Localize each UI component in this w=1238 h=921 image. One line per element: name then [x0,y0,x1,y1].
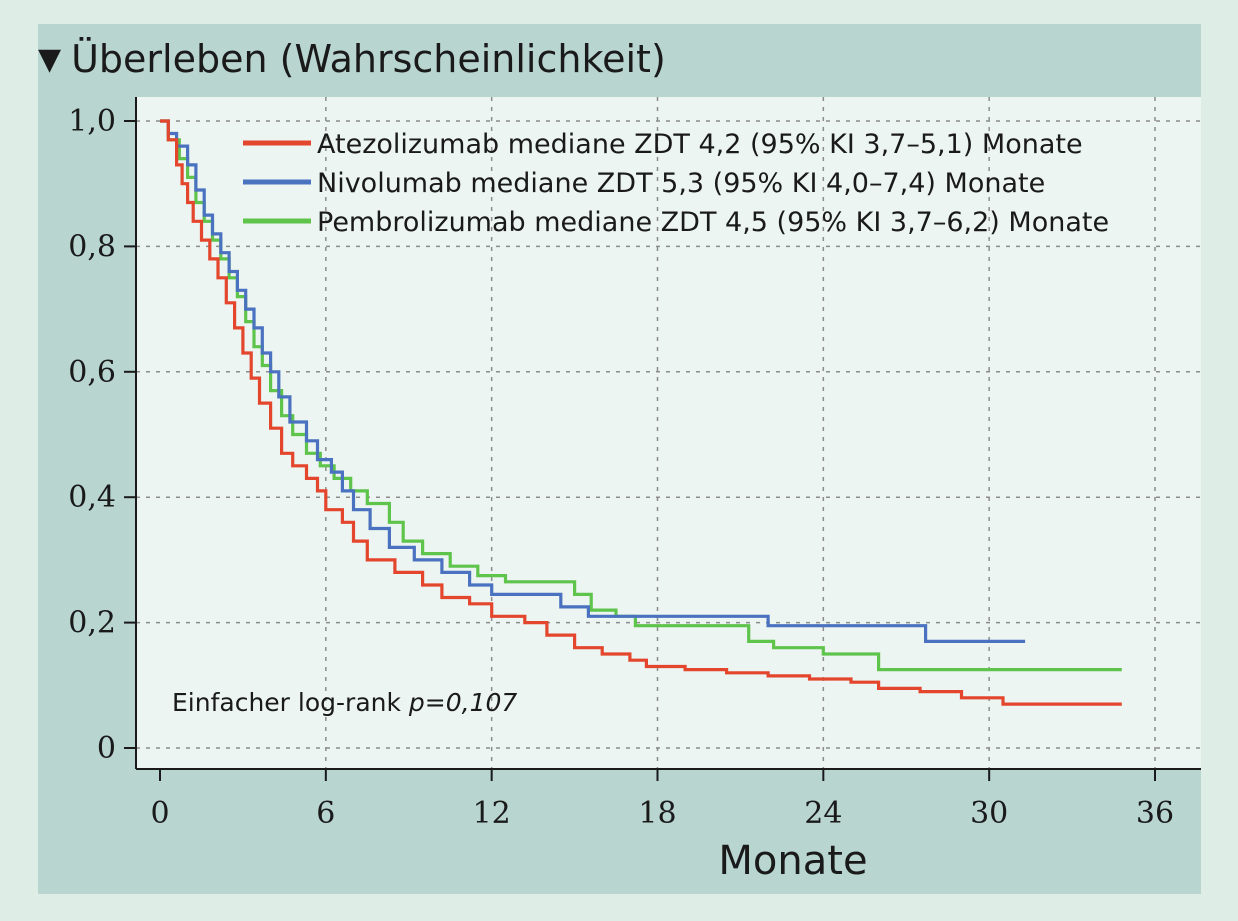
x-tick-label: 30 [970,796,1008,831]
p-value: p=0,107 [408,688,517,717]
legend-label-2: Pembrolizumab mediane ZDT 4,5 (95% KI 3,… [317,207,1109,238]
x-axis-title: Monate [718,838,867,884]
y-tick-label: 1,0 [68,104,116,139]
y-tick-label: 0 [97,731,116,766]
legend-label-0: Atezolizumab mediane ZDT 4,2 (95% KI 3,7… [317,129,1083,160]
y-tick-label: 0,8 [68,229,116,264]
legend-label-1: Nivolumab mediane ZDT 5,3 (95% KI 4,0–7,… [317,168,1045,199]
chart-title-text: Überleben (Wahrscheinlichkeit) [71,37,666,81]
x-tick-label: 36 [1136,796,1174,831]
chart-title: ▼ Überleben (Wahrscheinlichkeit) [38,40,666,78]
series-layer [160,119,1122,706]
y-tick-label: 0,6 [68,355,116,390]
plot-area [136,97,1201,769]
series-line-1 [160,119,1026,643]
y-tick-label: 0,2 [68,606,116,641]
x-tick-label: 0 [150,796,169,831]
grid [136,97,1201,769]
y-tick-label: 0,4 [68,480,116,515]
x-tick-label: 18 [638,796,676,831]
log-rank-annotation: Einfacher log-rank p=0,107 [172,688,517,717]
ticks: 0 6 12 18 24 30 36 0 0,2 0,4 0,6 0,8 1,0 [68,104,1174,831]
legend: Atezolizumab mediane ZDT 4,2 (95% KI 3,7… [243,129,1109,238]
triangle-down-icon: ▼ [38,42,62,77]
series-line-0 [160,119,1122,706]
axes [135,97,1201,770]
x-tick-label: 6 [316,796,335,831]
x-tick-label: 12 [473,796,511,831]
x-tick-label: 24 [804,796,842,831]
log-rank-label: Einfacher log-rank [172,688,409,717]
